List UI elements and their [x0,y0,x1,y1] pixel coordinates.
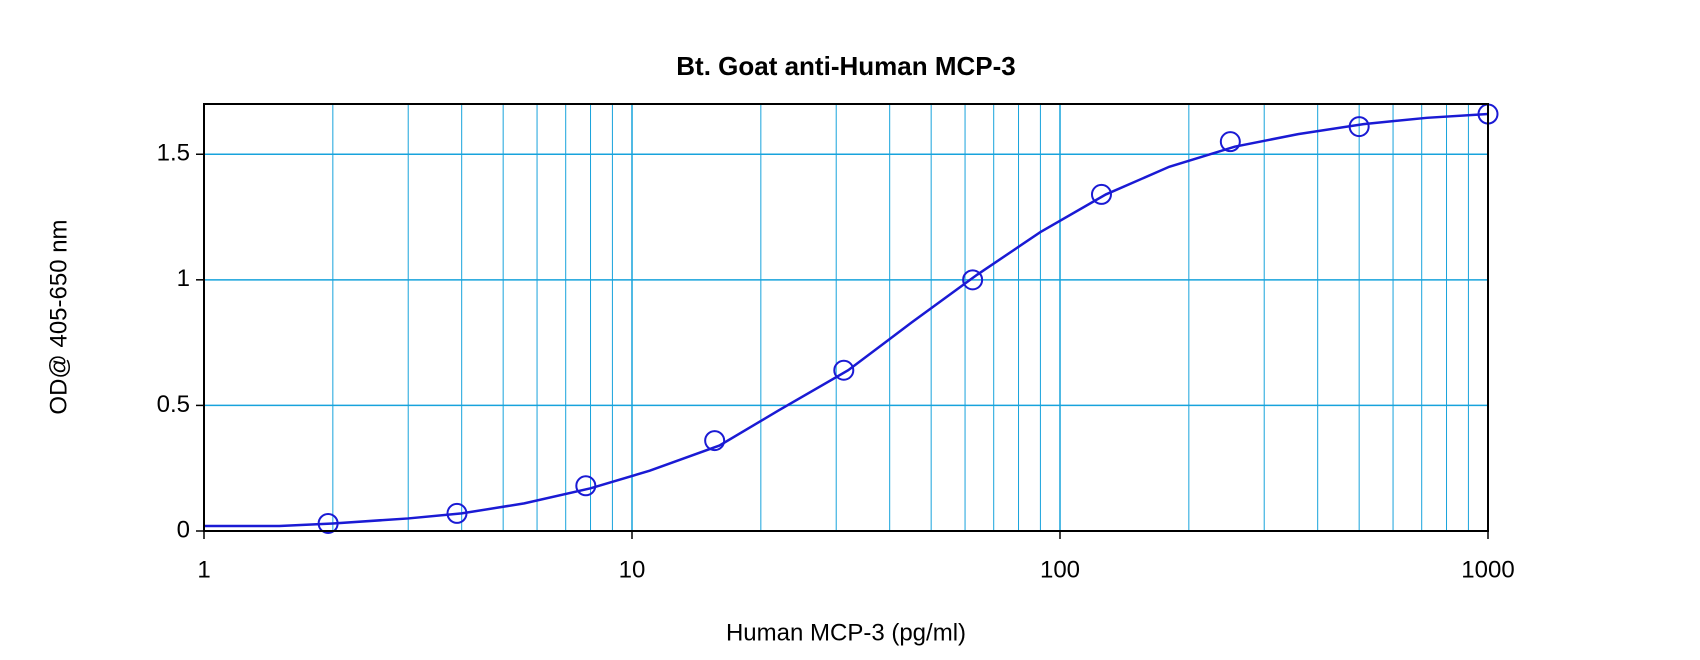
y-tick-label: 0.5 [157,391,190,418]
x-tick-label: 10 [619,556,646,583]
x-tick-label: 1 [197,556,210,583]
data-point [575,475,597,497]
data-point [962,269,984,291]
chart-title: Bt. Goat anti-Human MCP-3 [676,51,1015,81]
data-point [704,430,726,452]
y-axis-label: OD@ 405-650 nm [45,219,72,414]
data-point [1090,183,1112,205]
data-point [1348,116,1370,138]
fit-curve [204,112,1489,528]
y-tick-label: 1.5 [157,140,190,167]
y-tick-label: 0 [177,516,190,543]
x-tick-label: 100 [1040,556,1080,583]
y-tick-label: 1 [177,265,190,292]
x-tick-label: 1000 [1461,556,1514,583]
data-point [1219,131,1241,153]
plot-marks [204,103,1499,534]
data-point [446,502,468,524]
data-point [833,359,855,381]
x-axis-label: Human MCP-3 (pg/ml) [726,619,966,646]
data-point [317,512,339,534]
plot-frame [203,103,1489,532]
